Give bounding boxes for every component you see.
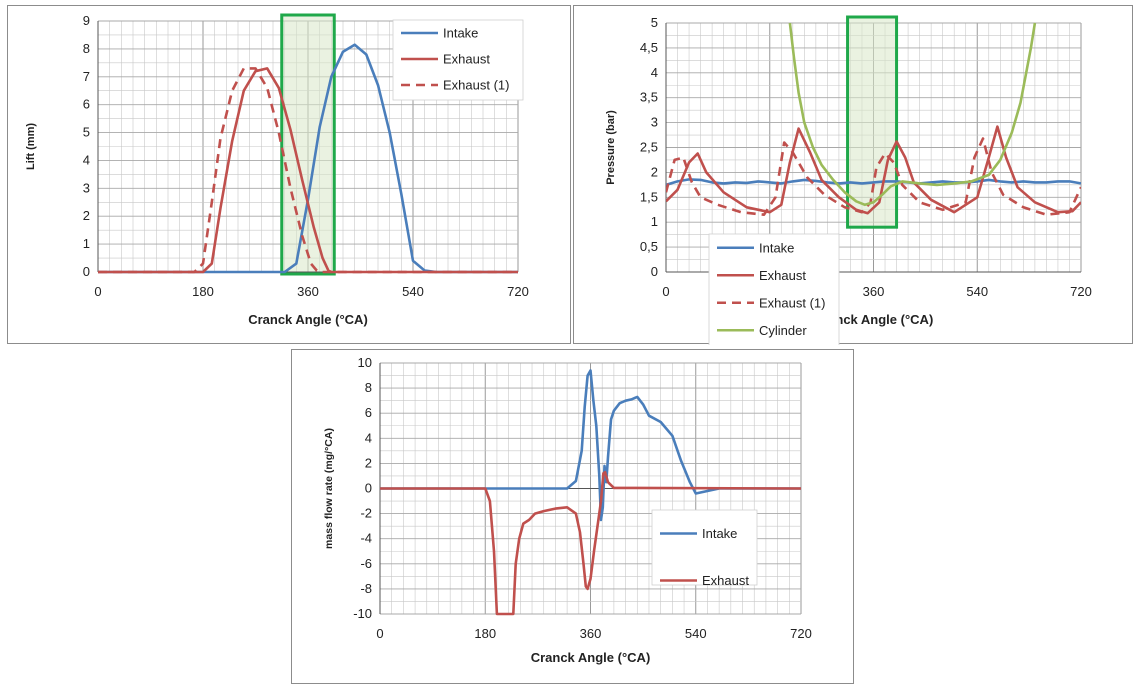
x-tick-label: 720 [1070,284,1092,299]
series-group [380,369,801,616]
x-axis-title: Cranck Angle (°CA) [814,312,934,327]
x-axis-title: Cranck Angle (°CA) [531,650,651,665]
x-tick-label: 360 [863,284,885,299]
y-tick-label: 2 [83,208,90,223]
y-tick-label: 1,5 [640,189,658,204]
series-line-exhaust [98,67,518,274]
x-tick-label: 540 [685,626,707,641]
legend-box [651,509,758,586]
series-line-cylinder [788,22,1037,207]
legend-label-exhaust: Exhaust [759,268,806,283]
y-tick-label: 7 [83,69,90,84]
legend: Intake Exhaust Exhaust (1) Cylinder [708,233,840,345]
highlight-window [846,15,899,229]
legend-label-exhaust-1: Exhaust (1) [443,78,509,93]
legend-label-exhaust-1: Exhaust (1) [759,295,825,310]
series-line-exhaust-1 [98,67,518,274]
y-tick-label: 6 [365,405,372,420]
series-line-intake [98,43,518,274]
lift-chart-panel: 0 1 2 3 4 5 6 7 8 9 0 180 360 540 720 Cranck Angle (°CA… [7,5,571,344]
legend-box [708,233,840,345]
y-tick-label: 10 [358,355,372,370]
y-tick-label: 2,5 [640,140,658,155]
y-tick-label: 4,5 [640,40,658,55]
pressure-chart: 00,511,522,533,544,550180360540720Cranck… [605,15,1092,345]
y-tick-label: -6 [360,556,372,571]
legend-label-cylinder: Cylinder [759,323,807,338]
x-tick-label: 0 [662,284,669,299]
y-tick-label: 8 [365,380,372,395]
y-tick-label: -2 [360,506,372,521]
pressure-chart-panel: 00,511,522,533,544,550180360540720Cranck… [573,5,1133,345]
series-group [98,43,518,274]
y-axis-title: Lift (mm) [25,123,37,170]
y-tick-label: 1 [83,236,90,251]
mass-flow-chart: -10 -8 -6 -4 -2 0 2 4 6 8 10 0 180 360 540 720 Cranck An… [323,355,812,665]
x-tick-label: 720 [790,626,812,641]
x-tick-label: 180 [474,626,496,641]
y-axis-title: mass flow rate (mg/°CA) [323,428,335,549]
y-tick-label: 0 [83,264,90,279]
y-tick-label: 8 [83,41,90,56]
x-tick-label: 360 [580,626,602,641]
y-tick-label: 6 [83,97,90,112]
y-tick-label: -4 [360,531,372,546]
legend-label-intake: Intake [443,26,478,41]
y-tick-label: 2 [651,164,658,179]
series-line-exhaust [380,470,801,616]
legend-label-intake: Intake [759,240,794,255]
y-tick-label: 5 [83,125,90,140]
y-tick-label: -8 [360,581,372,596]
series-line-exhaust-1 [666,137,1081,216]
y-tick-label: 4 [83,152,90,167]
highlight-window [280,13,336,276]
y-tick-label: 1 [651,214,658,229]
lift-chart: 0 1 2 3 4 5 6 7 8 9 0 180 360 540 720 Cranck Angle (°CA… [25,13,529,327]
y-tick-label: 3 [83,180,90,195]
legend-label-intake: Intake [702,526,737,541]
x-tick-label: 360 [297,284,319,299]
x-tick-label: 0 [94,284,101,299]
legend: Intake Exhaust [651,509,758,588]
legend-label-exhaust: Exhaust [443,52,490,67]
x-tick-label: 540 [402,284,424,299]
y-tick-label: 2 [365,455,372,470]
x-tick-label: 0 [376,626,383,641]
y-tick-label: 0,5 [640,239,658,254]
legend-label-exhaust: Exhaust [702,573,749,588]
y-tick-label: 3 [651,115,658,130]
series-line-intake [666,178,1081,187]
x-tick-label: 720 [507,284,529,299]
x-axis-title: Cranck Angle (°CA) [248,312,368,327]
x-tick-label: 180 [192,284,214,299]
y-tick-label: 4 [651,65,658,80]
series-group [666,22,1081,216]
y-axis-title: Pressure (bar) [605,110,617,185]
grid-lines [665,22,1082,273]
mass-flow-chart-panel: -10 -8 -6 -4 -2 0 2 4 6 8 10 0 180 360 540 720 Cranck An… [291,349,854,684]
y-tick-label: -10 [353,606,372,621]
y-tick-label: 3,5 [640,90,658,105]
y-tick-label: 0 [365,481,372,496]
y-tick-label: 5 [651,15,658,30]
x-tick-label: 540 [966,284,988,299]
legend: Intake Exhaust Exhaust (1) [392,19,524,101]
y-tick-label: 4 [365,430,372,445]
y-tick-label: 9 [83,13,90,28]
series-line-intake [380,369,801,522]
y-tick-label: 0 [651,264,658,279]
